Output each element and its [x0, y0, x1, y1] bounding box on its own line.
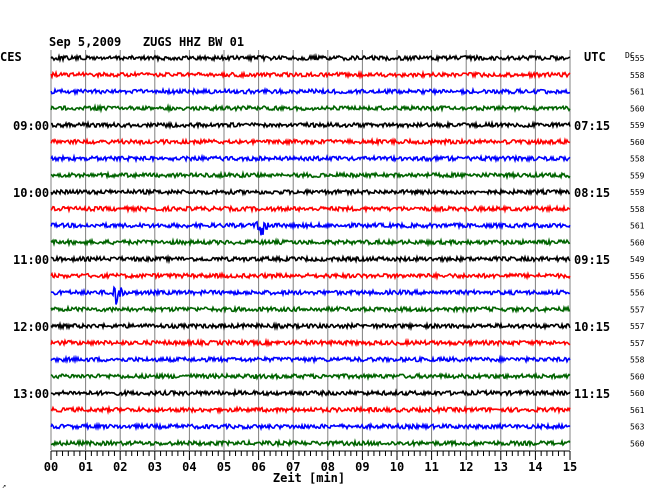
- trace-line: [50, 237, 571, 248]
- trace-line: [50, 203, 571, 214]
- x-tick-label: 01: [78, 460, 92, 474]
- dc-value: 558: [630, 205, 645, 214]
- dc-value: 558: [630, 71, 645, 80]
- x-tick-label: 14: [528, 460, 542, 474]
- trace-line: [50, 136, 571, 147]
- dc-value: 561: [630, 88, 645, 97]
- x-tick-label: 15: [563, 460, 577, 474]
- trace-line: [50, 270, 571, 281]
- trace-line: [50, 421, 571, 432]
- dc-value: 561: [630, 222, 645, 231]
- dc-value: 558: [630, 356, 645, 365]
- dc-value: 557: [630, 322, 645, 331]
- x-tick-label: 12: [459, 460, 473, 474]
- x-tick-label: 13: [494, 460, 508, 474]
- trace-line: [50, 119, 571, 130]
- dc-value: 560: [630, 138, 645, 147]
- chart-title: Sep 5,2009 ZUGS HHZ BW 01: [49, 35, 244, 49]
- right-hour-label: 09:15: [574, 253, 610, 267]
- right-timezone-label: UTC: [584, 50, 606, 64]
- trace-line: [50, 387, 571, 398]
- x-tick-label: 07: [286, 460, 300, 474]
- trace-line: [50, 285, 571, 305]
- trace-line: [50, 69, 571, 80]
- x-tick-label: 00: [44, 460, 58, 474]
- trace-line: [50, 220, 571, 236]
- dc-value: 556: [630, 289, 645, 298]
- dc-value: 557: [630, 339, 645, 348]
- left-hour-label: 09:00: [13, 119, 49, 133]
- dc-value: 558: [630, 155, 645, 164]
- dc-value: 555: [630, 54, 645, 63]
- dc-value: 560: [630, 104, 645, 113]
- trace-line: [50, 354, 571, 365]
- trace-line: [50, 86, 571, 97]
- x-tick-label: 06: [251, 460, 265, 474]
- trace-line: [50, 304, 571, 314]
- dc-value: 549: [630, 255, 645, 264]
- x-tick-label: 09: [355, 460, 369, 474]
- dc-value: 559: [630, 171, 645, 180]
- trace-line: [50, 52, 571, 64]
- x-axis-label: Zeit [min]: [273, 471, 345, 485]
- dc-value: 556: [630, 272, 645, 281]
- trace-line: [50, 321, 571, 332]
- dc-value: 563: [630, 423, 645, 432]
- left-hour-label: 13:00: [13, 387, 49, 401]
- dc-value: 559: [630, 121, 645, 130]
- right-hour-label: 07:15: [574, 119, 610, 133]
- trace-line: [50, 404, 571, 415]
- trace-line: [50, 187, 571, 197]
- trace-line: [50, 253, 571, 265]
- right-hour-label: 10:15: [574, 320, 610, 334]
- trace-line: [50, 103, 571, 114]
- dc-value: 561: [630, 406, 645, 415]
- right-hour-label: 08:15: [574, 186, 610, 200]
- corner-mark: ↗: [2, 482, 6, 490]
- dc-value: 559: [630, 188, 645, 197]
- dc-value: 560: [630, 238, 645, 247]
- trace-line: [50, 337, 571, 348]
- x-tick-label: 04: [182, 460, 196, 474]
- left-hour-label: 11:00: [13, 253, 49, 267]
- plot-area: 555 558 561 560 559 560 558 559 559 558 561 560 549 5…: [13, 50, 645, 474]
- left-timezone-label: CES: [0, 50, 22, 64]
- left-hour-label: 12:00: [13, 320, 49, 334]
- dc-value: 560: [630, 439, 645, 448]
- x-tick-label: 05: [217, 460, 231, 474]
- trace-line: [50, 153, 571, 164]
- right-hour-label: 11:15: [574, 387, 610, 401]
- x-tick-label: 08: [321, 460, 335, 474]
- x-tick-label: 03: [148, 460, 162, 474]
- dc-column-label: DC: [625, 51, 635, 60]
- dc-value: 557: [630, 305, 645, 314]
- x-tick-label: 11: [424, 460, 438, 474]
- left-hour-label: 10:00: [13, 186, 49, 200]
- trace-line: [50, 170, 571, 181]
- dc-value: 560: [630, 389, 645, 398]
- trace-line: [50, 371, 571, 382]
- x-tick-label: 02: [113, 460, 127, 474]
- trace-line: [50, 438, 571, 449]
- dc-value: 560: [630, 372, 645, 381]
- x-tick-label: 10: [390, 460, 404, 474]
